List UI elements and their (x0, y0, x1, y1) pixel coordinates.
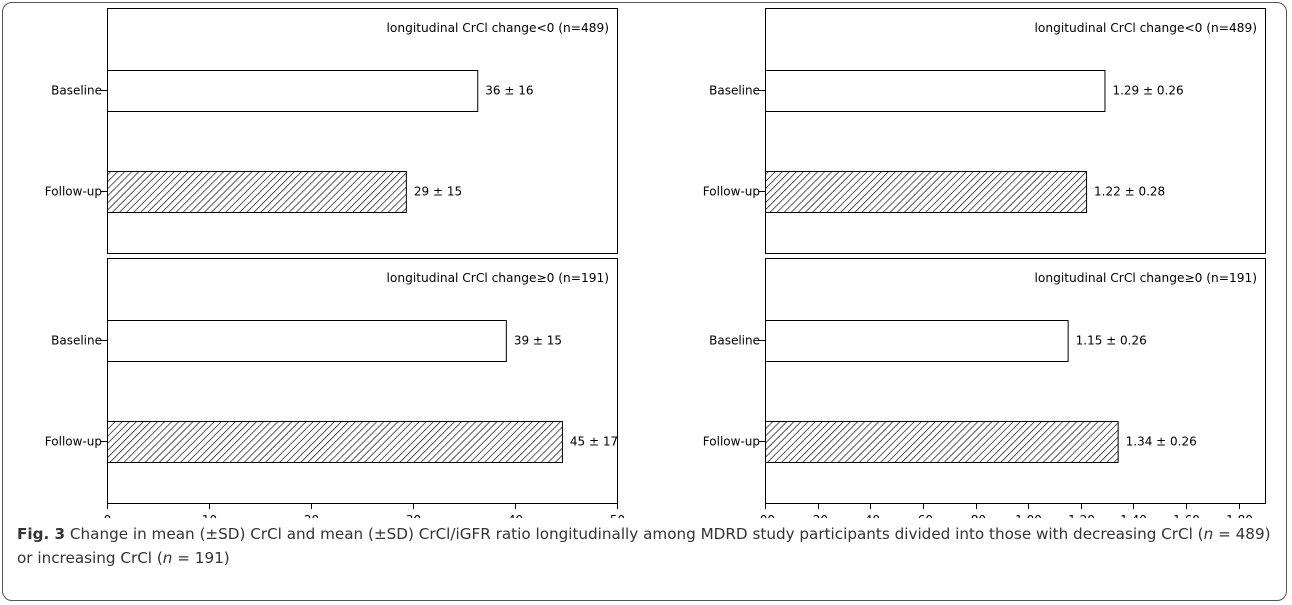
chart-crcl-panel-2-bar-follow-up (107, 421, 563, 463)
chart-crcl-panel-1-bar-baseline (107, 70, 479, 112)
chart-ratio-x-tick-label-9: 1.80 (1226, 513, 1253, 518)
chart-ratio-panel-2-bar-baseline (765, 320, 1069, 362)
chart-ratio-x-tick-label-7: 1.40 (1120, 513, 1147, 518)
chart-crcl-panel-2-category-label-follow-up: Follow-up (45, 435, 102, 449)
chart-ratio-panel-1-bar-baseline (765, 70, 1106, 112)
chart-ratio-x-tick-label-8: 1.60 (1173, 513, 1200, 518)
chart-ratio-panel-1-category-label-baseline: Baseline (709, 84, 760, 98)
chart-ratio-panel-1-frame (765, 8, 1266, 254)
figure-chart-area: longitudinal CrCl change<0 (n=489) Baseli… (45, 8, 1266, 518)
chart-crcl-x-tick-label-1: 10 (202, 513, 217, 518)
chart-ratio-x-tick-label-3: .60 (914, 513, 933, 518)
figure-label: Fig. 3 (17, 525, 66, 543)
chart-ratio-panel-1-data-label-follow-up: 1.22 ± 0.28 (1094, 185, 1165, 199)
chart-ratio-panel-2-bar-follow-up (765, 421, 1119, 463)
chart-crcl-panel-2-frame (107, 258, 618, 504)
chart-crcl-x-tick-label-3: 30 (406, 513, 421, 518)
chart-ratio-panel-2-category-label-follow-up: Follow-up (703, 435, 760, 449)
chart-crcl-panel-1-bar-follow-up (107, 171, 407, 213)
chart-ratio-x-tick-label-1: .20 (809, 513, 828, 518)
chart-crcl-panel-1-category-label-baseline: Baseline (51, 84, 102, 98)
chart-crcl-x-tick-label-2: 20 (304, 513, 319, 518)
caption-n-symbol-2: n (162, 549, 173, 567)
chart-ratio-x-tick-label-2: .40 (861, 513, 880, 518)
chart-ratio-panel-2-category-label-baseline: Baseline (709, 334, 760, 348)
chart-crcl-panel-1-title: longitudinal CrCl change<0 (n=489) (387, 21, 609, 35)
chart-crcl-panel-1-category-label-follow-up: Follow-up (45, 185, 102, 199)
chart-crcl-panel-2-bar-baseline (107, 320, 507, 362)
chart-ratio-panel-2-frame (765, 258, 1266, 504)
chart-crcl-x-tick-label-4: 40 (508, 513, 523, 518)
chart-crcl-x-tick-label-5: 50 (610, 513, 625, 518)
chart-crcl-panel-2-data-label-baseline: 39 ± 15 (514, 334, 562, 348)
chart-crcl-panel-1-frame (107, 8, 618, 254)
chart-ratio-x-tick-label-6: 1.20 (1068, 513, 1095, 518)
chart-ratio-panel-2-data-label-follow-up: 1.34 ± 0.26 (1126, 435, 1197, 449)
chart-crcl-x-tick-label-0: 0 (104, 513, 112, 518)
caption-text-2: = 489) or increasing CrCl ( (17, 525, 1271, 567)
figure-caption: Fig. 3 Change in mean (±SD) CrCl and mea… (17, 522, 1279, 570)
chart-crcl-panel-1-data-label-follow-up: 29 ± 15 (414, 185, 462, 199)
caption-n-symbol-1: n (1203, 525, 1214, 543)
chart-ratio-panel-2-title: longitudinal CrCl change≥0 (n=191) (1035, 271, 1257, 285)
chart-ratio-x-tick-label-4: .80 (967, 513, 986, 518)
chart-ratio-x-tick-label-0: .00 (756, 513, 775, 518)
chart-ratio-panel-2-data-label-baseline: 1.15 ± 0.26 (1076, 334, 1147, 348)
chart-crcl-panel-2-data-label-follow-up: 45 ± 17 (570, 435, 618, 449)
caption-text-1: Change in mean (±SD) CrCl and mean (±SD)… (65, 525, 1204, 543)
chart-ratio-panel-1-category-label-follow-up: Follow-up (703, 185, 760, 199)
chart-crcl-panel-2-category-label-baseline: Baseline (51, 334, 102, 348)
chart-ratio-panel-1-title: longitudinal CrCl change<0 (n=489) (1035, 21, 1257, 35)
chart-crcl-panel-1-data-label-baseline: 36 ± 16 (485, 84, 533, 98)
chart-ratio-panel-1-bar-follow-up (765, 171, 1088, 213)
chart-ratio-x-tick-label-5: 1.00 (1015, 513, 1042, 518)
caption-text-3: = 191) (172, 549, 230, 567)
chart-crcl-panel-2-title: longitudinal CrCl change≥0 (n=191) (387, 271, 609, 285)
chart-ratio-panel-1-data-label-baseline: 1.29 ± 0.26 (1112, 84, 1183, 98)
